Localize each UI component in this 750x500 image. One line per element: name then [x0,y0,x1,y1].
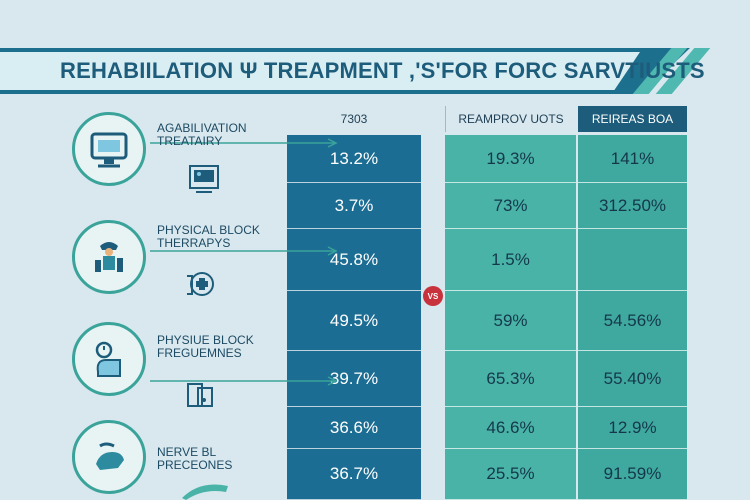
table-cell: 54.56% [578,291,687,351]
column-header-b[interactable]: REAMPROV UOTS [445,106,576,132]
table-cell: 65.3% [445,351,576,407]
page-title: REHABIILATION Ψ TREAPMENT ,'S'FOR FORC S… [60,58,705,83]
data-column-c: 141% 312.50% 54.56% 55.40% 12.9% 91.59% [578,135,687,500]
category-item[interactable]: AGABILIVATION TREATAIRY [72,112,338,193]
table-cell: 3.7% [287,183,421,229]
table-cell: 36.7% [287,449,421,500]
monitor-icon [72,112,146,186]
connector-arrow [150,246,338,256]
category-label: PHYSICAL BLOCK [157,223,260,237]
table-cell: 59% [445,291,576,351]
table-cell: 46.6% [445,407,576,449]
person-icon [72,220,146,294]
category-label: NERVE BL [157,445,217,459]
device-icon [182,484,228,500]
category-label: PRECEONES [157,458,233,472]
luggage-icon [187,383,213,407]
table-cell [578,229,687,291]
category-label: AGABILIVATION [157,121,247,135]
column-header-c[interactable]: REIREAS BOA [578,106,687,132]
title-banner-inner [0,52,640,90]
category-label: FREGUEMNES [157,346,242,360]
table-cell: 55.40% [578,351,687,407]
table-cell: 91.59% [578,449,687,500]
category-item[interactable]: NERVE BL PRECEONES [72,420,272,500]
medical-cross-icon [187,272,214,296]
vs-badge: VS [423,286,443,306]
clock-icon [72,322,146,396]
column-header-a[interactable]: 7303 [340,112,368,126]
connector-arrow [150,138,338,148]
tablet-icon [189,165,219,193]
category-label: PHYSIUE BLOCK [157,333,254,347]
data-column-a: 13.2% 3.7% 45.8% 49.5% 39.7% 36.6% 36.7% [287,135,421,500]
table-cell: 1.5% [445,229,576,291]
category-item[interactable]: PHYSIUE BLOCK FREGUEMNES [72,322,338,407]
table-cell: 312.50% [578,183,687,229]
connector-arrow [150,376,338,386]
category-label: TREATAIRY [157,134,223,148]
table-cell: 45.8% [287,229,421,291]
category-label: THERRAPYS [157,236,231,250]
data-column-b: 19.3% 73% 1.5% 59% 65.3% 46.6% 25.5% [445,135,576,500]
table-cell: 49.5% [287,291,421,351]
table-cell: 13.2% [287,135,421,183]
table-cell: 39.7% [287,351,421,407]
table-cell: 19.3% [445,135,576,183]
table-cell: 25.5% [445,449,576,500]
table-cell: 73% [445,183,576,229]
category-item[interactable]: PHYSICAL BLOCK THERRAPYS [72,220,338,300]
table-cell: 141% [578,135,687,183]
hand-icon [72,420,146,494]
table-cell: 36.6% [287,407,421,449]
table-cell: 12.9% [578,407,687,449]
